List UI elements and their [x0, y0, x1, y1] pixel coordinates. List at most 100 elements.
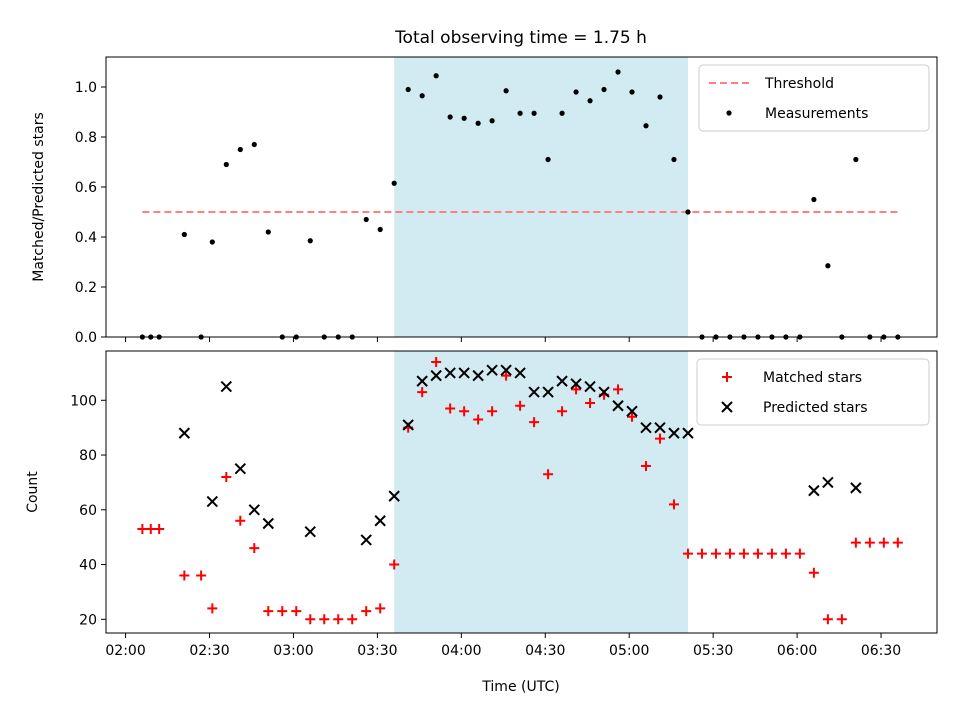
- matched-star-point: [780, 548, 791, 559]
- matched-star-point: [571, 384, 582, 395]
- matched-star-point: [808, 567, 819, 578]
- x-tick-label: 04:30: [525, 643, 565, 659]
- measurement-point: [503, 88, 509, 94]
- predicted-star-point: [514, 367, 526, 379]
- predicted-star-point: [402, 419, 414, 431]
- predicted-star-point: [304, 525, 316, 538]
- bottom-panel: 20 40 60 80 100 02:00 02:30 03:00 03:30 04:00 04:3…: [25, 350, 938, 659]
- x-tick-label: 05:30: [693, 643, 733, 659]
- matched-star-point: [375, 603, 386, 614]
- matched-star-point: [836, 614, 847, 625]
- y-tick-label: 0.0: [75, 330, 97, 346]
- matched-star-point: [752, 548, 763, 559]
- measurement-point: [475, 120, 481, 126]
- y-tick-label: 0.6: [75, 180, 97, 196]
- y-axis-label: Count: [25, 471, 41, 513]
- matched-star-point: [501, 370, 512, 381]
- predicted-star-point: [612, 400, 624, 412]
- legend-label: Measurements: [765, 106, 868, 122]
- matched-star-point: [431, 356, 442, 367]
- matched-star-point: [682, 548, 693, 559]
- legend-box: [698, 64, 930, 132]
- matched-star-point: [347, 614, 358, 625]
- measurement-point: [643, 123, 649, 129]
- measurement-point: [251, 141, 257, 148]
- y-tick-label: 0.4: [75, 230, 97, 246]
- matched-star-point: [137, 523, 148, 534]
- predicted-star-point: [458, 367, 470, 379]
- predicted-star-point: [570, 378, 582, 390]
- legend-box: [696, 358, 930, 426]
- predicted-star-point: [234, 463, 247, 475]
- x-tick-label: 06:00: [777, 643, 817, 659]
- matched-star-point: [196, 570, 207, 581]
- legend-label: Threshold: [764, 76, 834, 92]
- legend-label: Matched stars: [763, 370, 862, 386]
- x-tick-label: 06:30: [861, 643, 901, 659]
- matched-star-point: [864, 537, 875, 548]
- matched-star-point: [696, 548, 707, 559]
- matched-star-point: [794, 548, 805, 559]
- matched-star-point: [207, 603, 218, 614]
- axes-frame: [105, 56, 938, 338]
- top-panel: 0.0 0.2 0.4 0.6 0.8 1.0 Matched/Predicted star…: [31, 56, 938, 346]
- measurement-point: [657, 94, 663, 100]
- measurement-point: [461, 115, 467, 121]
- measurement-point: [265, 229, 271, 235]
- plot-data: [137, 356, 903, 625]
- measurement-point: [237, 146, 243, 153]
- matched-star-point: [543, 469, 554, 480]
- matched-star-point: [557, 406, 568, 417]
- predicted-star-point: [206, 495, 219, 508]
- y-tick-label: 0.8: [75, 130, 97, 146]
- y-tick-label: 40: [79, 558, 97, 574]
- matched-star-point: [473, 414, 484, 425]
- series-1: [178, 364, 862, 546]
- x-tick-label: 05:00: [609, 643, 649, 659]
- measurement-point: [307, 238, 313, 244]
- predicted-star-point: [360, 534, 372, 546]
- measurement-point: [419, 93, 425, 99]
- legend-matched-swatch: [722, 372, 732, 382]
- matched-star-point: [724, 548, 735, 559]
- matched-star-point: [641, 460, 652, 471]
- matched-star-point: [459, 406, 470, 417]
- matched-star-point: [319, 614, 330, 625]
- matched-star-point: [515, 400, 526, 411]
- y-axis-label: Matched/Predicted stars: [31, 112, 47, 282]
- measurement-point: [629, 89, 635, 95]
- predicted-star-point: [682, 427, 694, 439]
- matched-star-point: [655, 433, 665, 444]
- matched-star-point: [179, 570, 190, 581]
- measurement-point: [671, 156, 677, 163]
- y-tick-label: 1.0: [75, 80, 97, 96]
- measurement-point: [853, 156, 859, 163]
- measurement-point: [587, 98, 593, 104]
- y-tick-label: 60: [79, 503, 97, 519]
- matched-star-point: [668, 499, 679, 510]
- x-tick-label: 04:00: [441, 643, 481, 659]
- matched-star-point: [145, 523, 156, 534]
- measurement-point: [363, 216, 369, 223]
- predicted-star-point: [262, 517, 274, 530]
- legend: Threshold Measurements: [698, 64, 930, 132]
- series-0: [137, 356, 903, 625]
- predicted-star-point: [430, 369, 442, 382]
- x-tick-label: 02:00: [105, 643, 145, 659]
- predicted-star-point: [416, 375, 428, 387]
- matched-star-point: [892, 537, 903, 548]
- matched-star-point: [154, 523, 165, 534]
- predicted-star-point: [248, 504, 261, 516]
- measurement-point: [615, 69, 621, 75]
- matched-star-point: [766, 548, 777, 559]
- predicted-star-point: [584, 380, 596, 393]
- measurement-point: [685, 209, 691, 215]
- predicted-star-point: [388, 490, 400, 502]
- matched-star-point: [235, 515, 246, 526]
- predicted-star-point: [374, 515, 386, 527]
- predicted-star-point: [850, 482, 862, 494]
- y-tick-label: 0.2: [75, 280, 97, 296]
- matched-star-point: [487, 406, 498, 417]
- matched-star-point: [277, 606, 288, 617]
